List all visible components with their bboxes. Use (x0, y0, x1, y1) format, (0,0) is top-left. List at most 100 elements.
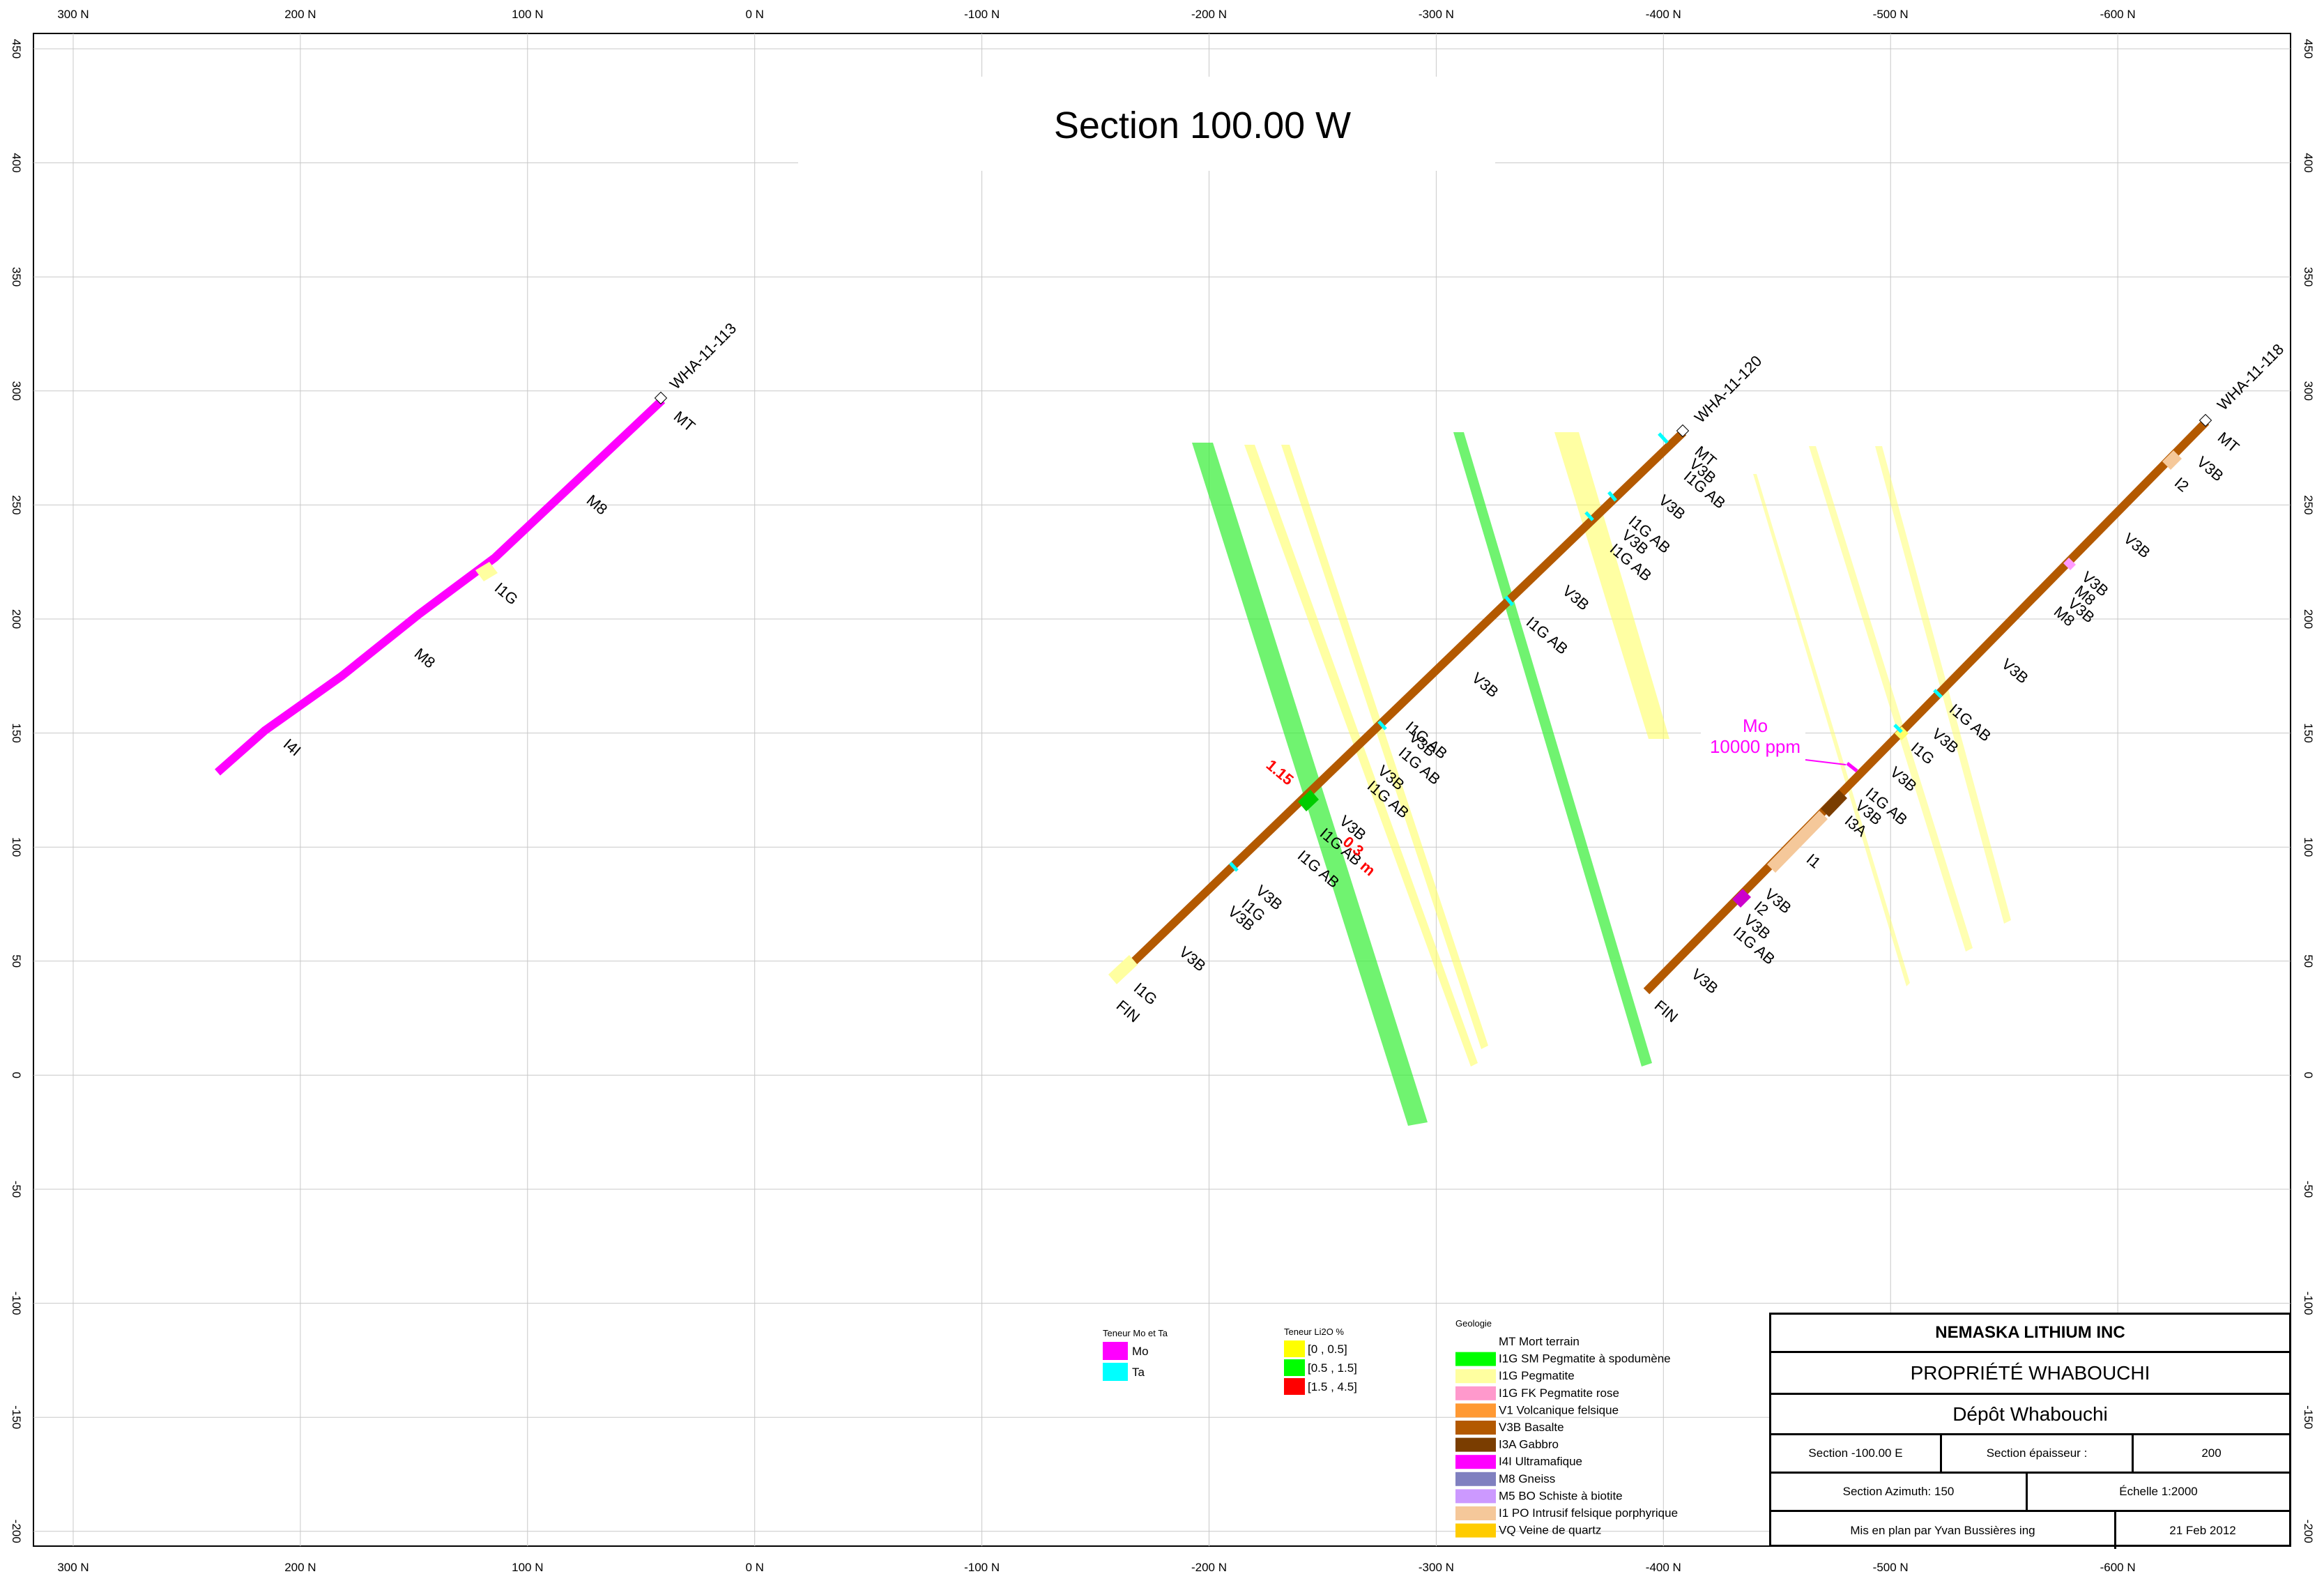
mo-marker (1846, 762, 1858, 772)
interval-i1g (475, 562, 498, 581)
mo-value: 10000 ppm (1710, 736, 1801, 757)
interval-label: V3B (1559, 582, 1593, 614)
y-tick-label: 50 (10, 954, 23, 968)
ta-marker (1607, 491, 1617, 502)
thickness-value: 200 (2201, 1446, 2222, 1460)
interval-label: I1G AB (1523, 613, 1571, 658)
y-axis-right: 450 400 350 300 250 200 150 100 50 0 -50 -100 -150 -2… (2302, 39, 2315, 1543)
interval-label: V3B (2194, 453, 2227, 485)
date: 21 Feb 2012 (2169, 1523, 2236, 1537)
legend-swatch (1455, 1335, 1496, 1349)
interval-label: MT (2215, 429, 2242, 457)
interval-m8 (2063, 558, 2076, 570)
envelope-yellow-2 (1281, 445, 1488, 1049)
legend-label: I1G FK Pegmatite rose (1499, 1386, 1619, 1400)
x-tick-label: -200 N (1191, 8, 1227, 21)
x-tick-label: -500 N (1873, 8, 1909, 21)
interval-label: V3B (1656, 491, 1689, 524)
li2o-envelopes (1192, 432, 2011, 1126)
drillhole-wha-11-118[interactable]: WHA-11-118 MT V3B I2 V3B V3B M8 V3B M8 V… (1643, 340, 2287, 1026)
interval-label: M8 (583, 491, 611, 519)
interval-label: I1 (1803, 850, 1824, 872)
drillhole-wha-11-113[interactable]: WHA-11-113 MT M8 I1G M8 I4I (215, 319, 740, 776)
hole-trace (1112, 429, 1687, 983)
envelope-yellow-1 (1244, 445, 1478, 1067)
x-tick-label: -100 N (964, 8, 1000, 21)
x-axis-bottom: 300 N 200 N 100 N 0 N -100 N -200 N -300 N -400… (57, 1561, 2135, 1574)
legend-label: Ta (1132, 1366, 1145, 1379)
y-tick-label: 150 (2302, 723, 2315, 742)
interval-spodumene (1298, 790, 1319, 811)
legend-label: Mo (1132, 1345, 1149, 1358)
legend-label: I1 PO Intrusif felsique porphyrique (1499, 1506, 1678, 1520)
envelope-green-1 (1192, 443, 1428, 1126)
x-tick-label: -600 N (2100, 8, 2136, 21)
legend-swatch (1455, 1472, 1496, 1486)
section-azimuth: Section Azimuth: 150 (1771, 1474, 2028, 1510)
interval-i2 (2162, 450, 2182, 470)
y-tick-label: 0 (2302, 1072, 2315, 1078)
collar-label: WHA-11-118 (2214, 340, 2287, 413)
x-tick-label: -300 N (1419, 8, 1454, 21)
x-tick-label: 0 N (745, 1561, 763, 1574)
ta-marker (1504, 595, 1514, 606)
y-tick-label: -50 (10, 1181, 23, 1198)
y-tick-label: 400 (2302, 153, 2315, 172)
y-tick-label: 100 (2302, 837, 2315, 857)
y-tick-label: 100 (10, 837, 23, 857)
y-tick-label: 400 (10, 153, 23, 172)
x-tick-label: 300 N (57, 8, 89, 21)
legend-swatch (1284, 1340, 1305, 1357)
map-frame (33, 33, 2291, 1547)
y-tick-label: -150 (2302, 1405, 2315, 1429)
legend-label: VQ Veine de quartz (1499, 1524, 1601, 1537)
legend-swatch (1455, 1489, 1496, 1504)
y-tick-label: -200 (10, 1520, 23, 1543)
interval-label: I2 (2171, 474, 2192, 496)
interval-label: FIN (1113, 997, 1143, 1026)
legend-swatch (1455, 1437, 1496, 1452)
ta-marker (1658, 432, 1669, 444)
x-tick-label: 100 N (512, 1561, 543, 1574)
legend-label: M8 Gneiss (1499, 1472, 1555, 1485)
legend-swatch (1284, 1359, 1305, 1376)
grid-lines (33, 33, 2291, 1546)
ta-marker (1933, 689, 1943, 698)
collar-marker (2199, 413, 2212, 427)
x-tick-label: -600 N (2100, 1561, 2136, 1574)
interval-label: V3B (1469, 669, 1502, 701)
scale: Échelle 1:2000 (2119, 1485, 2198, 1498)
x-tick-label: -100 N (964, 1561, 1000, 1574)
interval-label: I1G (1131, 979, 1161, 1009)
mo-annotation: Mo 10000 ppm (1701, 715, 1847, 765)
x-tick-label: -500 N (1873, 1561, 1909, 1574)
legend-swatch (1455, 1523, 1496, 1538)
y-tick-label: 300 (2302, 381, 2315, 401)
y-tick-label: 0 (10, 1072, 23, 1078)
hole-trace (215, 397, 666, 776)
interval-label: FIN (1651, 997, 1681, 1026)
section-name: Section -100.00 E (1771, 1435, 1942, 1472)
y-tick-label: 250 (10, 495, 23, 514)
interval-i1g-fin (1108, 955, 1138, 984)
interval-i3a (1821, 790, 1847, 817)
y-tick-label: -150 (10, 1405, 23, 1429)
collar-label: WHA-11-120 (1691, 352, 1765, 426)
envelope-yellow-5 (1809, 446, 1973, 952)
mo-annotation-background (1701, 715, 1805, 758)
mo-label: Mo (1743, 715, 1768, 736)
x-axis-top: 300 N 200 N 100 N 0 N -100 N -200 N -300 N -400… (57, 8, 2135, 21)
y-tick-label: 150 (10, 723, 23, 742)
interval-label: M8 (411, 645, 438, 672)
y-tick-label: 250 (2302, 495, 2315, 514)
title-background (798, 77, 1495, 171)
legend-label: [0.5 , 1.5] (1308, 1361, 1357, 1375)
ta-marker (1229, 862, 1239, 872)
y-tick-label: 350 (2302, 267, 2315, 286)
interval-i1 (1767, 811, 1828, 873)
legend-swatch (1455, 1455, 1496, 1469)
title-block: NEMASKA LITHIUM INC PROPRIÉTÉ WHABOUCHI … (1769, 1313, 2291, 1549)
x-tick-label: 200 N (284, 1561, 316, 1574)
interval-label: V3B (2120, 530, 2154, 562)
collar-marker (654, 391, 668, 405)
